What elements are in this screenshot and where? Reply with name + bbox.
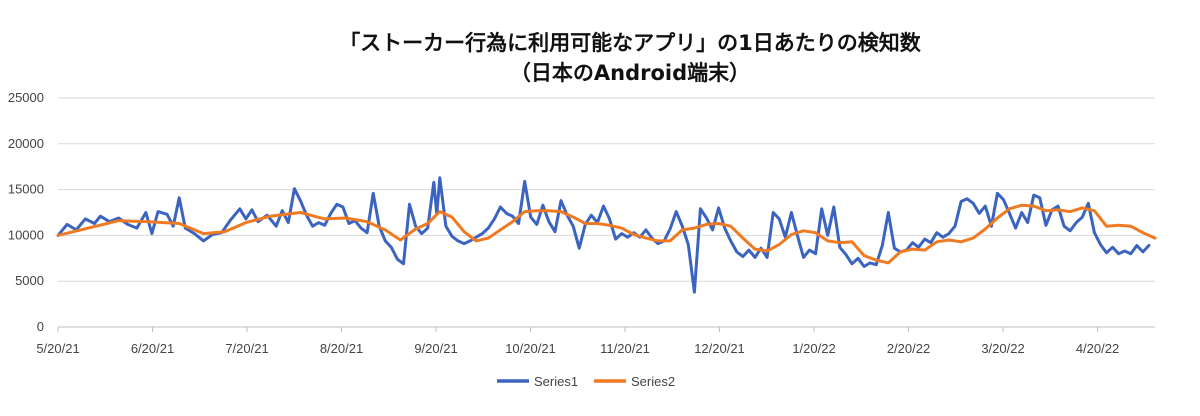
x-tick-label: 8/20/21 (320, 341, 363, 356)
legend: Series1 Series2 (497, 374, 675, 389)
gridlines (58, 97, 1155, 328)
x-tick-label: 6/20/21 (131, 341, 174, 356)
x-tick-label: 9/20/21 (414, 341, 457, 356)
x-tick-label: 11/20/21 (600, 341, 650, 356)
x-tick-label: 5/20/21 (36, 341, 79, 356)
chart-title-line2: （日本のAndroid端末） (510, 61, 750, 85)
y-tick-label: 0 (37, 319, 44, 334)
legend-label-series2: Series2 (631, 374, 675, 389)
series-line-series1 (56, 176, 1151, 294)
y-tick-label: 15000 (8, 182, 44, 197)
x-tick-label: 10/20/21 (505, 341, 556, 356)
x-tick-label: 12/20/21 (694, 341, 745, 356)
y-axis-ticks: 0 5000 10000 15000 20000 25000 (8, 90, 44, 334)
legend-label-series1: Series1 (534, 374, 578, 389)
x-tick-label: 3/20/22 (981, 341, 1024, 356)
y-tick-label: 10000 (8, 227, 44, 242)
x-tick-label: 2/20/22 (887, 341, 930, 356)
x-axis-ticks: 5/20/21 6/20/21 7/20/21 8/20/21 9/20/21 10/20… (36, 327, 1119, 356)
series-lines (56, 176, 1157, 294)
chart-title-line1: 「ストーカー行為に利用可能なアプリ」の1日あたりの検知数 (339, 31, 922, 55)
x-tick-label: 1/20/22 (792, 341, 835, 356)
x-tick-label: 7/20/21 (225, 341, 268, 356)
y-tick-label: 5000 (15, 273, 44, 288)
x-tick-label: 4/20/22 (1076, 341, 1119, 356)
y-tick-label: 20000 (8, 136, 44, 151)
series-line-series2 (56, 203, 1157, 265)
y-tick-label: 25000 (8, 90, 44, 105)
